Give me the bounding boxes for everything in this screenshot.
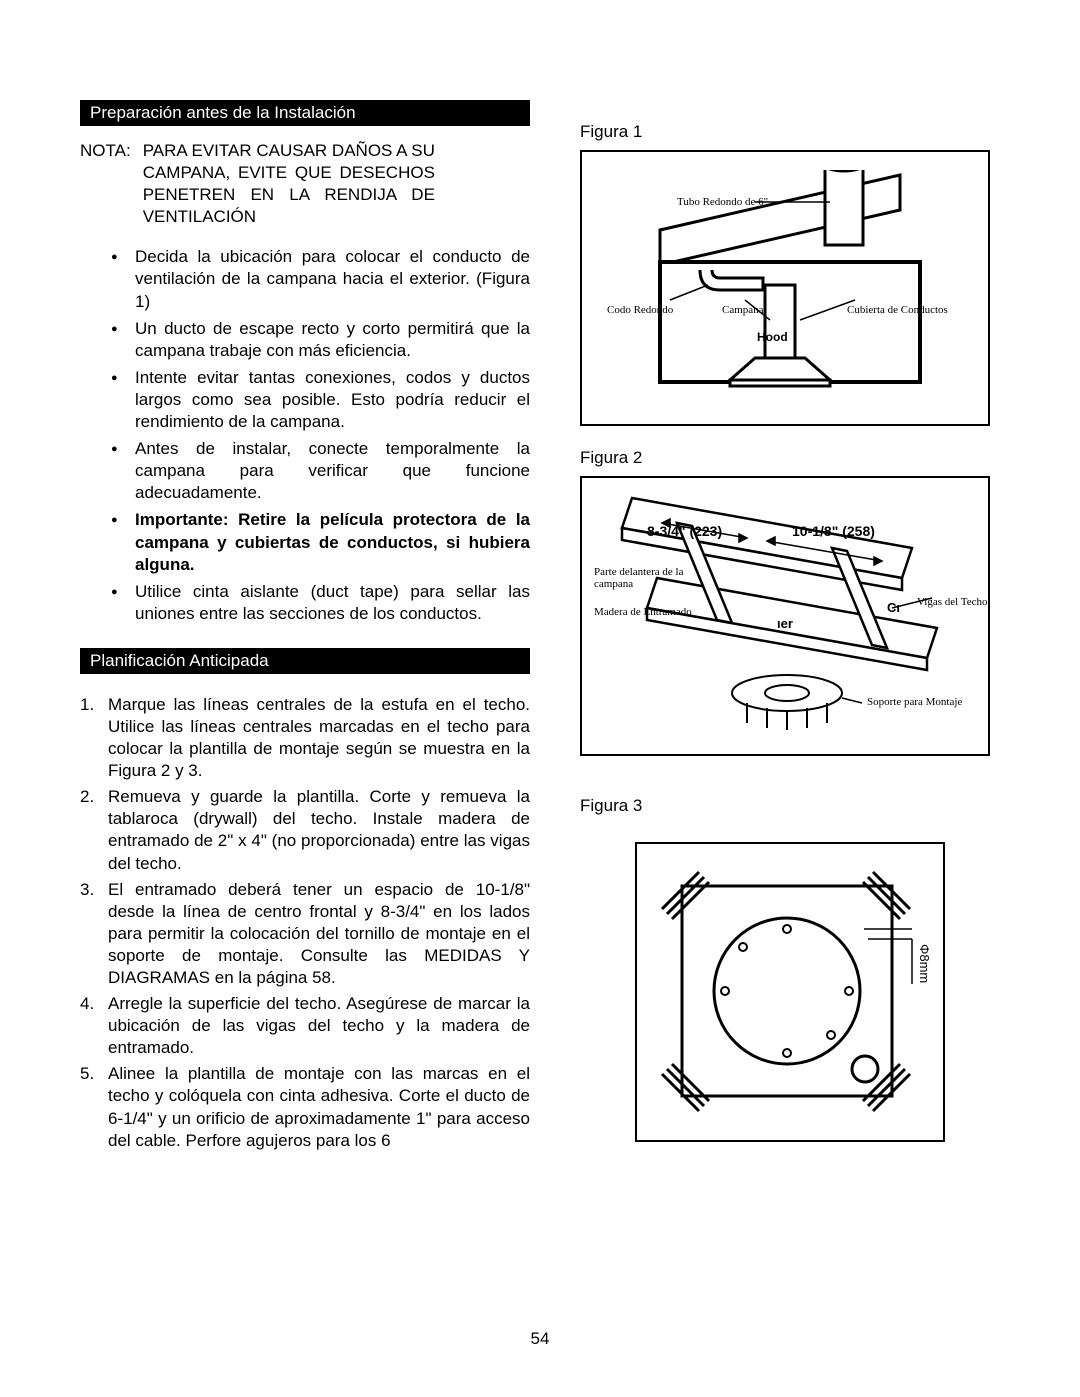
nota-line: VENTILACIÓN: [143, 206, 435, 228]
nota-block: NOTA: PARA EVITAR CAUSAR DAÑOS A SU CAMP…: [80, 140, 530, 228]
bullet-item: Un ducto de escape recto y corto permiti…: [135, 318, 530, 362]
fig2-label-soporte: Soporte para Montaje: [867, 696, 962, 708]
numbered-item: 5.Alinee la plantilla de montaje con las…: [108, 1063, 530, 1151]
bullet-list: Decida la ubicación para colocar el cond…: [80, 246, 530, 625]
nota-line: PARA EVITAR CAUSAR DAÑOS A SU: [143, 140, 435, 162]
page-number: 54: [0, 1329, 1080, 1349]
bullet-item: Antes de instalar, conecte temporalmente…: [135, 438, 530, 504]
fig2-label-vigas: Vigas del Techo: [917, 596, 987, 608]
numbered-text: Marque las líneas centrales de la estufa…: [108, 695, 530, 780]
fig3-dim: Φ8mm: [917, 944, 932, 983]
fig2-label-madera: Madera de Entramado: [594, 606, 692, 618]
fig2-label-parte: Parte delantera de la campana: [594, 566, 684, 590]
numbered-item: 3.El entramado deberá tener un espacio d…: [108, 879, 530, 989]
section-header-planning: Planificación Anticipada: [80, 648, 530, 674]
bullet-item: Utilice cinta aislante (duct tape) para …: [135, 581, 530, 625]
bullet-item: Intente evitar tantas conexiones, codos …: [135, 367, 530, 433]
numbered-text: El entramado deberá tener un espacio de …: [108, 880, 530, 987]
fig2-partial-lumber: ıer: [777, 616, 793, 631]
nota-line: CAMPANA, EVITE QUE DESECHOS: [143, 162, 435, 184]
numbered-item: 1.Marque las líneas centrales de la estu…: [108, 694, 530, 782]
figure-2: 8-3/4" (223) 10-1/8" (258) Parte delante…: [580, 476, 990, 756]
figure-2-label: Figura 2: [580, 448, 1020, 468]
fig2-dim-right: 10-1/8" (258): [792, 523, 875, 539]
fig2-partial-c: Cı: [887, 600, 900, 615]
fig1-label-hood: Hood: [757, 330, 788, 344]
fig2-dim-left: 8-3/4" (223): [647, 523, 722, 539]
nota-line: PENETREN EN LA RENDIJA DE: [143, 184, 435, 206]
fig1-label-codo: Codo Redondo: [607, 304, 673, 316]
numbered-item: 4.Arregle la superficie del techo. Asegú…: [108, 993, 530, 1059]
fig1-label-campana: Campana: [722, 304, 764, 316]
bullet-item: Decida la ubicación para colocar el cond…: [135, 246, 530, 312]
numbered-list: 1.Marque las líneas centrales de la estu…: [80, 694, 530, 1152]
numbered-item: 2.Remueva y guarde la plantilla. Corte y…: [108, 786, 530, 874]
numbered-text: Alinee la plantilla de montaje con las m…: [108, 1064, 530, 1149]
fig1-label-tubo: Tubo Redondo de 6": [677, 196, 768, 208]
nota-body: PARA EVITAR CAUSAR DAÑOS A SU CAMPANA, E…: [143, 140, 435, 228]
fig1-label-cubierta: Cubierta de Conductos: [847, 304, 948, 316]
figure-1-label: Figura 1: [580, 122, 1020, 142]
nota-label: NOTA:: [80, 140, 131, 228]
bullet-item-important: Importante: Retire la película protector…: [135, 509, 530, 575]
numbered-text: Arregle la superficie del techo. Asegúre…: [108, 994, 530, 1057]
figure-1: Tubo Redondo de 6" Codo Redondo Campana …: [580, 150, 990, 426]
figure-3-label: Figura 3: [580, 796, 1020, 816]
section-header-preparation: Preparación antes de la Instalación: [80, 100, 530, 126]
numbered-text: Remueva y guarde la plantilla. Corte y r…: [108, 787, 530, 872]
figure-3: Φ8mm: [635, 842, 945, 1142]
